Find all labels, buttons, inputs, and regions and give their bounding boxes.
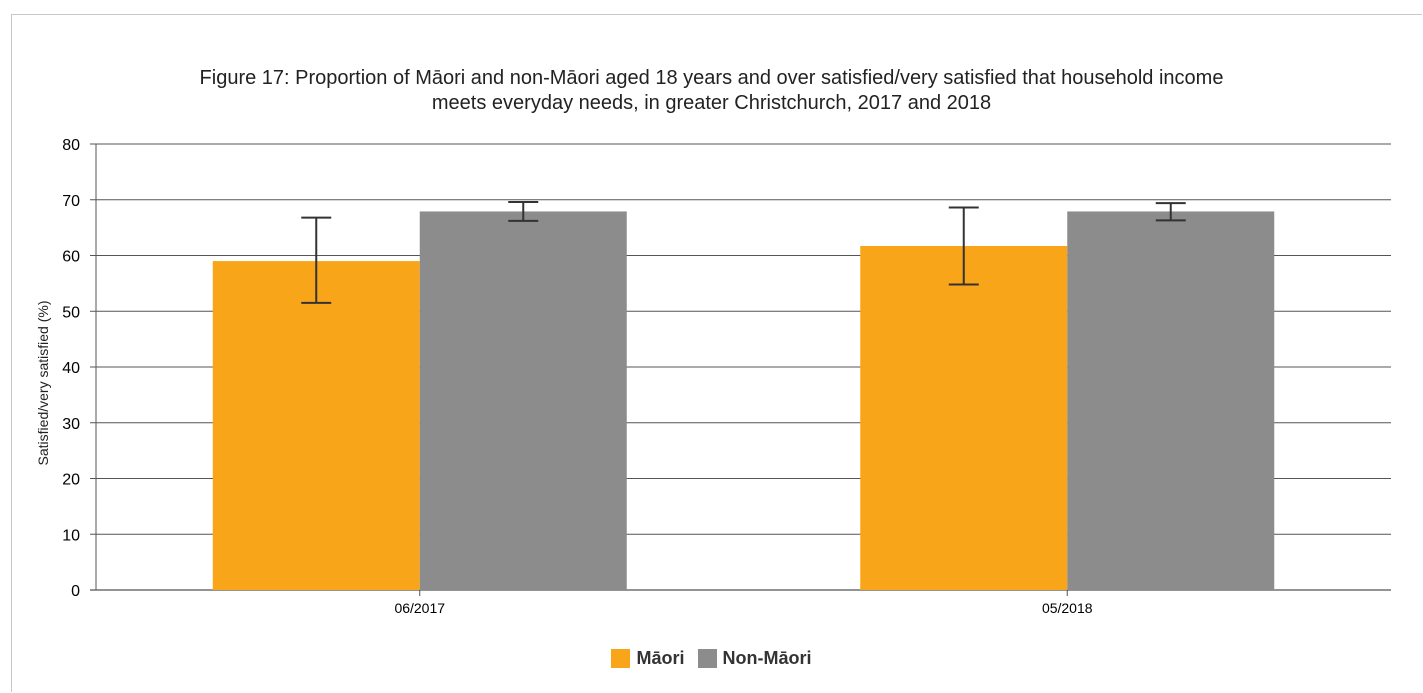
legend-item-non-maori: Non-Māori [697, 648, 812, 669]
y-tick-label-20: 20 [62, 472, 80, 489]
x-tick-label-1: 05/2018 [1042, 600, 1093, 616]
y-tick-label-60: 60 [62, 249, 80, 266]
bar-maori-0 [212, 261, 420, 590]
y-tick-label-70: 70 [62, 193, 80, 210]
x-tick-label-0: 06/2017 [394, 600, 445, 616]
chart-title-line-2: meets everyday needs, in greater Christc… [431, 92, 992, 114]
chart-frame [11, 14, 1422, 692]
legend-item-maori: Māori [611, 648, 685, 669]
legend: Māori Non-Māori [0, 648, 1423, 673]
bar-maori-1 [860, 246, 1068, 590]
legend-label-maori: Māori [636, 648, 685, 668]
chart-title-line-1: Figure 17: Proportion of Māori and non-M… [199, 67, 1224, 89]
y-tick-label-80: 80 [62, 137, 80, 154]
y-tick-label-10: 10 [62, 527, 80, 544]
y-tick-label-50: 50 [62, 304, 80, 321]
bar-non-maori-1 [1067, 211, 1275, 590]
y-tick-label-40: 40 [62, 360, 80, 377]
bar-non-maori-0 [419, 211, 627, 590]
legend-swatch-maori [611, 649, 631, 668]
legend-label-non-maori: Non-Māori [722, 648, 812, 668]
y-tick-label-30: 30 [62, 416, 80, 433]
y-tick-label-0: 0 [71, 583, 80, 600]
y-axis-label: Satisfied/very satisfied (%) [35, 301, 51, 466]
chart-title: Figure 17: Proportion of Māori and non-M… [0, 66, 1423, 116]
legend-swatch-non-maori [697, 649, 717, 668]
